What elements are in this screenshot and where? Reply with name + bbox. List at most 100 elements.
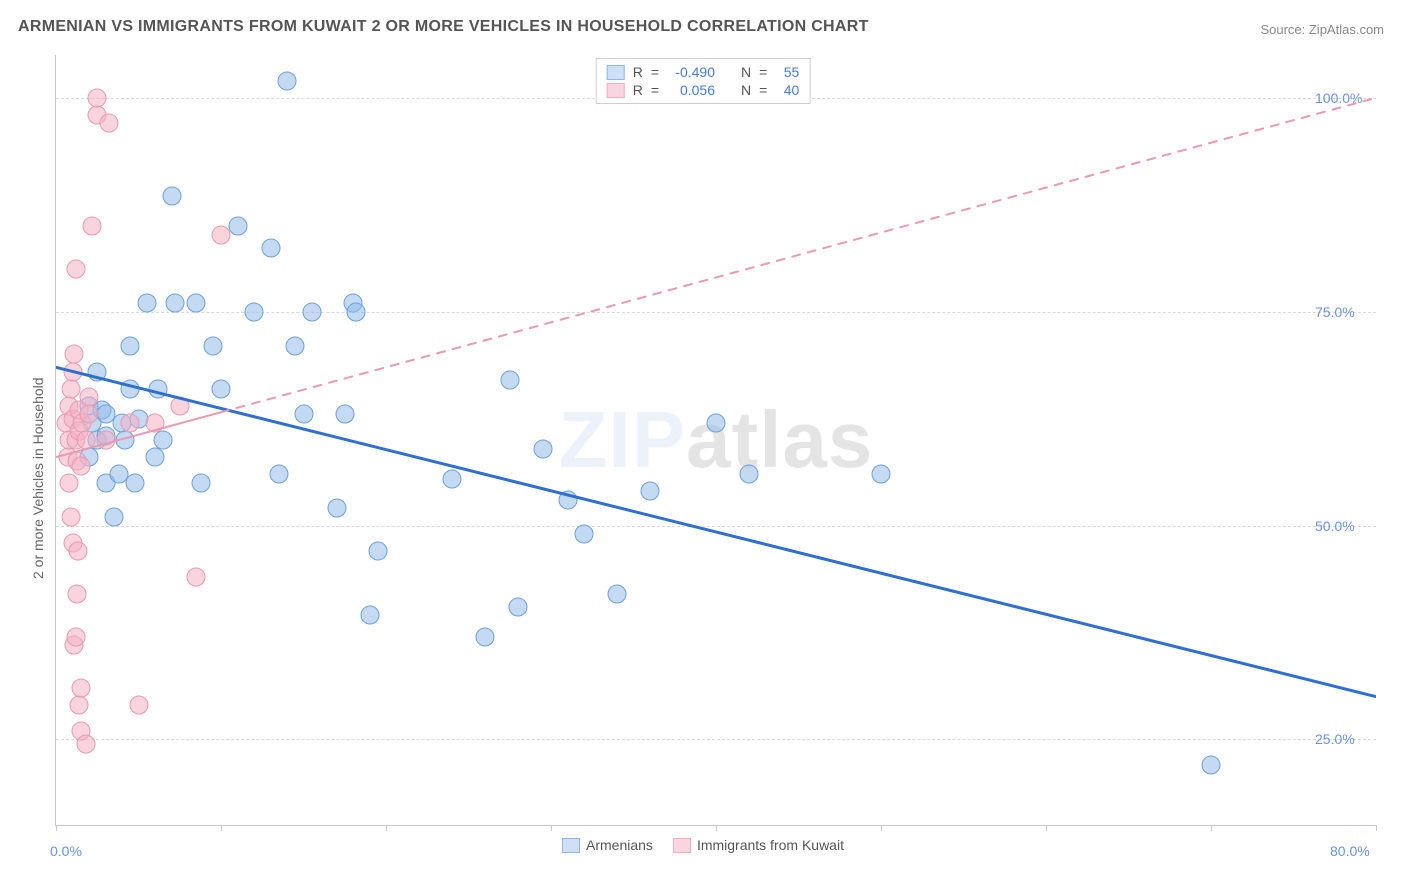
source-credit: Source: ZipAtlas.com	[1260, 22, 1384, 37]
data-point-armenians	[476, 627, 495, 646]
data-point-armenians	[641, 482, 660, 501]
x-tick	[881, 825, 882, 831]
legend-r-value: 0.056	[667, 82, 715, 98]
data-point-armenians	[149, 379, 168, 398]
data-point-kuwait	[88, 88, 107, 107]
y-tick-label: 50.0%	[1315, 518, 1355, 534]
chart-title: ARMENIAN VS IMMIGRANTS FROM KUWAIT 2 OR …	[18, 18, 869, 36]
data-point-armenians	[294, 405, 313, 424]
data-point-kuwait	[66, 627, 85, 646]
data-point-kuwait	[71, 456, 90, 475]
data-point-kuwait	[76, 431, 95, 450]
data-point-armenians	[88, 362, 107, 381]
data-point-armenians	[228, 217, 247, 236]
correlation-legend: R = -0.490 N = 55 R = 0.056 N = 40	[596, 58, 811, 104]
data-point-armenians	[187, 294, 206, 313]
series-legend-item-kuwait: Immigrants from Kuwait	[673, 837, 844, 853]
data-point-armenians	[245, 302, 264, 321]
data-point-armenians	[558, 490, 577, 509]
data-point-kuwait	[61, 379, 80, 398]
legend-swatch-kuwait	[607, 83, 625, 98]
data-point-armenians	[327, 499, 346, 518]
data-point-armenians	[212, 379, 231, 398]
data-point-armenians	[192, 473, 211, 492]
data-point-armenians	[500, 371, 519, 390]
data-point-kuwait	[70, 696, 89, 715]
data-point-armenians	[121, 336, 140, 355]
data-point-kuwait	[187, 567, 206, 586]
y-tick-label: 75.0%	[1315, 304, 1355, 320]
data-point-kuwait	[212, 225, 231, 244]
data-point-kuwait	[60, 473, 79, 492]
series-legend-item-armenians: Armenians	[562, 837, 653, 853]
data-point-kuwait	[69, 542, 88, 561]
y-tick-label: 25.0%	[1315, 731, 1355, 747]
data-point-kuwait	[63, 362, 82, 381]
legend-r-label: R	[633, 64, 643, 80]
data-point-armenians	[126, 473, 145, 492]
data-point-armenians	[146, 448, 165, 467]
data-point-armenians	[608, 585, 627, 604]
data-point-armenians	[707, 413, 726, 432]
legend-eq: =	[759, 82, 767, 98]
legend-swatch-armenians	[562, 838, 580, 853]
data-point-armenians	[302, 302, 321, 321]
data-point-armenians	[137, 294, 156, 313]
gridline-h	[56, 526, 1376, 527]
legend-n-value: 55	[775, 64, 799, 80]
data-point-armenians	[286, 336, 305, 355]
legend-n-label: N	[741, 64, 751, 80]
series-legend-label: Immigrants from Kuwait	[697, 837, 844, 853]
data-point-kuwait	[66, 259, 85, 278]
gridline-h	[56, 739, 1376, 740]
data-point-armenians	[335, 405, 354, 424]
x-tick	[56, 825, 57, 831]
legend-eq: =	[651, 82, 659, 98]
data-point-armenians	[162, 187, 181, 206]
legend-eq: =	[651, 64, 659, 80]
data-point-kuwait	[83, 217, 102, 236]
data-point-kuwait	[68, 585, 87, 604]
x-tick	[551, 825, 552, 831]
legend-row-kuwait: R = 0.056 N = 40	[607, 81, 800, 99]
data-point-armenians	[360, 606, 379, 625]
y-tick-label: 100.0%	[1315, 90, 1362, 106]
data-point-armenians	[347, 302, 366, 321]
data-point-armenians	[203, 336, 222, 355]
x-tick	[1046, 825, 1047, 831]
data-point-kuwait	[80, 405, 99, 424]
x-tick	[1376, 825, 1377, 831]
legend-r-value: -0.490	[667, 64, 715, 80]
watermark-accent: ZIP	[559, 395, 686, 484]
scatter-plot: ZIPatlas	[55, 55, 1376, 826]
x-tick	[716, 825, 717, 831]
legend-swatch-kuwait	[673, 838, 691, 853]
legend-n-value: 40	[775, 82, 799, 98]
data-point-armenians	[575, 525, 594, 544]
x-tick	[1211, 825, 1212, 831]
data-point-armenians	[443, 469, 462, 488]
data-point-kuwait	[121, 413, 140, 432]
x-axis-label-right: 80.0%	[1330, 843, 1370, 859]
data-point-kuwait	[129, 696, 148, 715]
data-point-kuwait	[76, 734, 95, 753]
data-point-armenians	[533, 439, 552, 458]
data-point-kuwait	[65, 345, 84, 364]
data-point-kuwait	[61, 508, 80, 527]
data-point-kuwait	[96, 431, 115, 450]
data-point-armenians	[872, 465, 891, 484]
data-point-kuwait	[146, 413, 165, 432]
data-point-armenians	[269, 465, 288, 484]
data-point-armenians	[261, 238, 280, 257]
data-point-kuwait	[170, 396, 189, 415]
data-point-kuwait	[99, 114, 118, 133]
data-point-armenians	[121, 379, 140, 398]
x-axis-label-left: 0.0%	[50, 843, 82, 859]
x-tick	[221, 825, 222, 831]
data-point-kuwait	[71, 679, 90, 698]
watermark: ZIPatlas	[559, 394, 874, 486]
series-legend-label: Armenians	[586, 837, 653, 853]
data-point-armenians	[154, 431, 173, 450]
data-point-armenians	[1202, 756, 1221, 775]
legend-r-label: R	[633, 82, 643, 98]
